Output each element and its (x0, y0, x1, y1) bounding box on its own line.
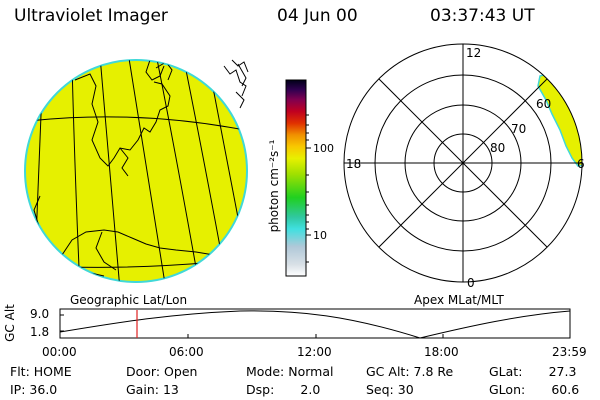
status-glon: GLon: 60.6 (489, 382, 580, 397)
status-flt: Flt: HOME (10, 364, 72, 379)
coastline (119, 147, 129, 177)
time-readout: 03:37:43 UT (430, 6, 535, 26)
status-glat: GLat: 27.3 (489, 364, 577, 379)
coastline (155, 61, 173, 81)
date-readout: 04 Jun 00 (277, 6, 358, 26)
mlt-label-bottom: 0 (467, 276, 475, 290)
color-bar-tick-100: 100 (313, 142, 334, 155)
coastline (95, 231, 117, 271)
time-tick: 06:00 (169, 345, 204, 359)
color-bar-unit-label: photon cm⁻²s⁻¹ (267, 139, 281, 233)
coastline-outside (223, 59, 249, 109)
status-gain: Gain: 13 (126, 382, 179, 397)
status-seq: Seq: 30 (366, 382, 414, 397)
mlt-axis-diagonal (378, 78, 548, 248)
altitude-ytick-9: 9.0 (30, 307, 50, 321)
status-gc-alt: GC Alt: 7.8 Re (366, 364, 454, 379)
time-tick: 23:59 (552, 345, 587, 359)
coastline (59, 229, 221, 259)
color-bar-tick-10: 10 (313, 229, 327, 242)
coastline (74, 73, 171, 167)
mlt-label-left: 18 (346, 157, 362, 171)
lat-label-70: 70 (511, 122, 527, 136)
time-tick: 18:00 (424, 345, 459, 359)
polar-plot (343, 43, 583, 283)
color-bar (285, 79, 311, 277)
time-tick: 00:00 (42, 345, 77, 359)
apex-map-label: Apex MLat/MLT (414, 293, 504, 307)
altitude-curve (59, 310, 571, 339)
altitude-ylabel: GC Alt (3, 304, 17, 342)
altitude-plot (59, 308, 571, 339)
status-ip: IP: 36.0 (10, 382, 58, 397)
lat-label-80: 80 (490, 141, 506, 155)
globe-disk (24, 59, 248, 283)
auroral-emission (537, 73, 582, 167)
status-mode: Mode: Normal (246, 364, 334, 379)
longitude-line (99, 60, 121, 282)
time-tick: 12:00 (297, 345, 332, 359)
coastline (145, 60, 165, 81)
app-title: Ultraviolet Imager (14, 6, 168, 26)
geographic-globe (24, 59, 249, 283)
longitude-line (127, 60, 167, 282)
altitude-ytick-1-8: 1.8 (30, 325, 50, 339)
latitude-line (25, 116, 247, 133)
color-bar-gradient (285, 79, 307, 277)
mlt-label-right: 6 (577, 157, 585, 171)
longitude-line (71, 63, 81, 282)
lat-label-60: 60 (536, 97, 552, 111)
status-door: Door: Open (126, 364, 198, 379)
status-dsp: Dsp: 2.0 (246, 382, 321, 397)
mlt-label-top: 12 (466, 46, 482, 60)
geographic-map-label: Geographic Lat/Lon (70, 293, 188, 307)
longitude-line (155, 60, 201, 282)
